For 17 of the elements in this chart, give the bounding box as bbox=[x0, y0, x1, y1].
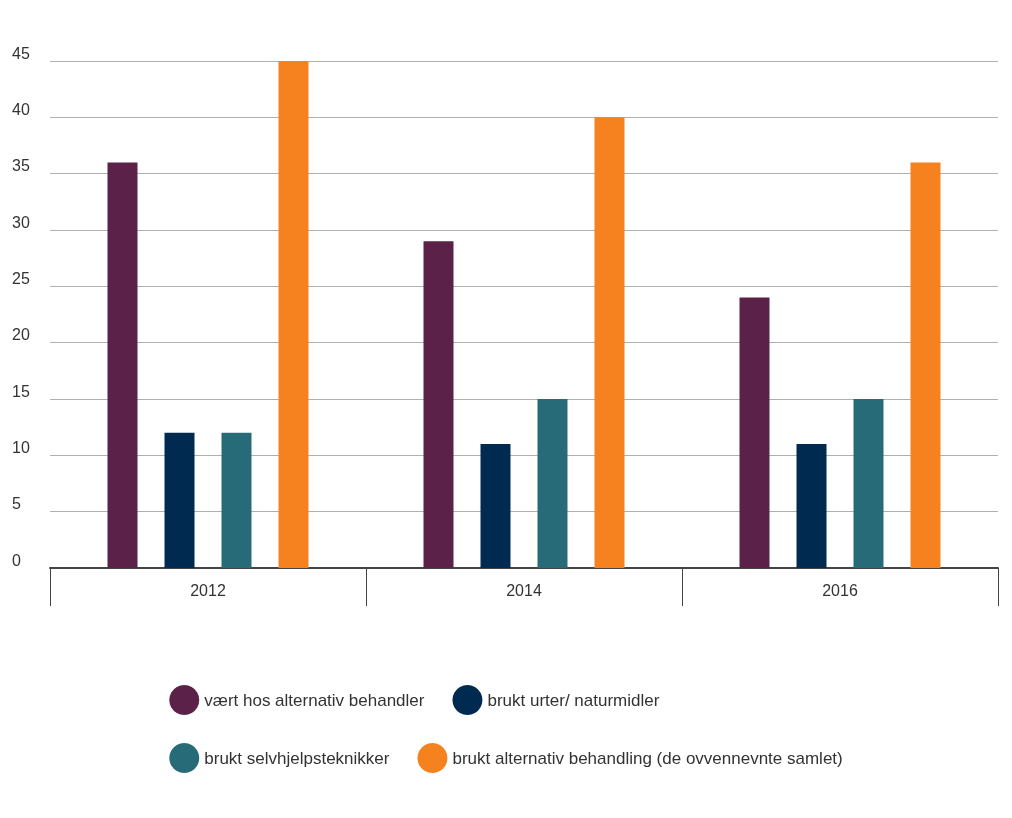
y-tick-label: 40 bbox=[12, 100, 30, 118]
legend-label: brukt urter/ naturmidler bbox=[487, 690, 660, 710]
x-tick-label: 2014 bbox=[506, 581, 542, 599]
y-tick-label: 15 bbox=[12, 382, 30, 400]
x-tick-label: 2016 bbox=[822, 581, 858, 599]
x-tick-label: 2012 bbox=[190, 581, 226, 599]
y-tick-label: 30 bbox=[12, 213, 30, 231]
y-tick-label: 35 bbox=[12, 157, 30, 175]
legend-label: vært hos alternativ behandler bbox=[204, 690, 425, 710]
y-tick-label: 0 bbox=[12, 551, 21, 569]
legend-label: brukt alternativ behandling (de ovvennevnte samlet) bbox=[452, 748, 843, 768]
legend-label: brukt selvhjelpsteknikker bbox=[204, 748, 390, 768]
y-tick-label: 25 bbox=[12, 269, 30, 287]
y-tick-label: 10 bbox=[12, 438, 30, 456]
y-tick-label: 20 bbox=[12, 326, 30, 344]
y-tick-label: 5 bbox=[12, 495, 21, 513]
y-tick-label: 45 bbox=[12, 44, 30, 62]
